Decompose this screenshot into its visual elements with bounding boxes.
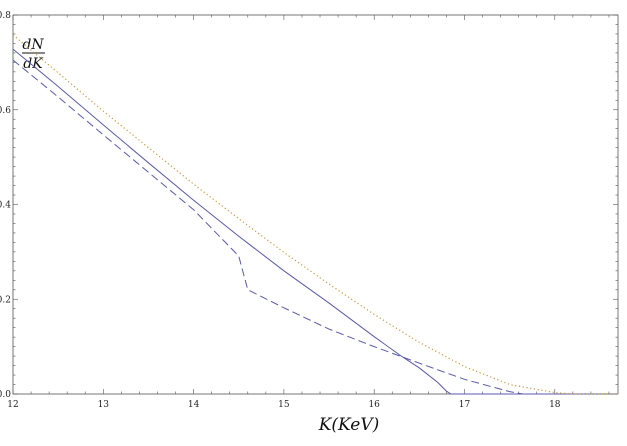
series-line-solid (12, 48, 618, 395)
series-layer (12, 34, 618, 395)
y-axis-label: dN dK (22, 37, 45, 72)
series-line-dashed (12, 59, 618, 395)
x-tick-label: 16 (368, 400, 380, 410)
x-tick-label: 18 (549, 400, 561, 410)
y-axis-label-numerator: dN (22, 37, 44, 53)
x-tick-label: 14 (188, 400, 200, 410)
x-tick-label: 12 (7, 400, 18, 410)
y-tick-label: 0.8 (0, 11, 11, 21)
x-tick-label: 15 (278, 400, 290, 410)
y-tick-label: 0.4 (0, 201, 11, 211)
x-tick-label: 17 (459, 400, 471, 410)
y-axis-label-denominator: dK (23, 56, 44, 72)
axis-ticks: 12 13 14 15 16 17 18 0.0 0.2 0.4 0.6 0.8 (0, 11, 618, 410)
x-tick-label: 13 (98, 400, 110, 410)
plot-frame (12, 14, 619, 395)
y-tick-label: 0.2 (0, 295, 11, 305)
y-tick-label: 0.6 (0, 106, 11, 116)
x-axis-label: K(KeV) (318, 415, 380, 435)
y-tick-label: 0.0 (0, 390, 11, 400)
series-line-dotted (12, 34, 618, 395)
